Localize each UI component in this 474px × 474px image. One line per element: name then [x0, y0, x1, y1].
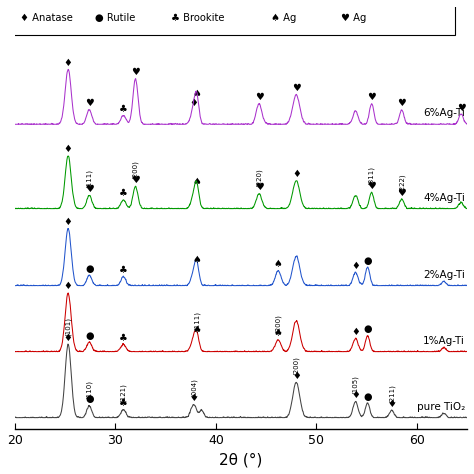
Text: ♣: ♣ — [119, 104, 128, 114]
Text: ♥: ♥ — [85, 184, 93, 194]
Text: (121): (121) — [120, 383, 127, 402]
Text: ♦: ♦ — [292, 371, 301, 381]
Text: ♣: ♣ — [119, 188, 128, 198]
Text: ♥: ♥ — [255, 182, 264, 192]
Text: ♦: ♦ — [351, 327, 360, 337]
Text: ♠: ♠ — [192, 326, 201, 336]
Text: ♦: ♦ — [64, 217, 73, 227]
Text: ♠: ♠ — [192, 177, 201, 187]
Text: ♦: ♦ — [64, 58, 73, 68]
Text: ♥ Ag: ♥ Ag — [341, 13, 367, 23]
Text: pure TiO₂: pure TiO₂ — [417, 402, 465, 412]
Text: (105): (105) — [352, 375, 359, 394]
Text: (004): (004) — [191, 378, 197, 397]
Text: ♦: ♦ — [64, 282, 73, 292]
Text: ♣: ♣ — [119, 398, 128, 408]
Text: ♥: ♥ — [397, 188, 406, 198]
Bar — [13, 0, 455, 35]
Text: ●: ● — [85, 331, 93, 341]
Text: ♥: ♥ — [292, 83, 301, 93]
Text: ♦: ♦ — [351, 261, 360, 271]
Text: ♥: ♥ — [131, 67, 140, 77]
Text: ♦: ♦ — [190, 98, 198, 108]
Text: ♥: ♥ — [131, 175, 140, 185]
Text: ♦: ♦ — [64, 333, 73, 343]
Text: ♥: ♥ — [367, 181, 376, 191]
Text: ♦: ♦ — [351, 390, 360, 400]
Text: ♠: ♠ — [192, 255, 201, 265]
Text: (200): (200) — [293, 356, 300, 375]
Text: ♥: ♥ — [367, 92, 376, 102]
Text: ♥: ♥ — [397, 98, 406, 108]
Text: ♦: ♦ — [64, 145, 73, 155]
Text: (220): (220) — [256, 168, 262, 187]
Text: (110): (110) — [86, 380, 92, 399]
Text: ♣ Brookite: ♣ Brookite — [171, 13, 224, 23]
Text: (222): (222) — [399, 173, 405, 192]
Text: (111): (111) — [86, 169, 92, 188]
Text: (311): (311) — [368, 166, 375, 185]
Text: ●: ● — [85, 394, 93, 404]
X-axis label: 2θ (°): 2θ (°) — [219, 452, 263, 467]
Text: ♦ Anatase: ♦ Anatase — [20, 13, 73, 23]
Text: ♠ Ag: ♠ Ag — [271, 13, 297, 23]
Text: ♥: ♥ — [85, 98, 93, 108]
Text: ♥ Ag: ♥ Ag — [341, 13, 367, 23]
Text: ♠: ♠ — [192, 90, 201, 100]
Text: ♠: ♠ — [274, 328, 283, 338]
Text: ♥: ♥ — [255, 92, 264, 102]
Text: (101): (101) — [65, 317, 72, 336]
Text: ●: ● — [364, 324, 372, 334]
Text: ●: ● — [364, 392, 372, 401]
Text: ♣ Brookite: ♣ Brookite — [171, 13, 224, 23]
Text: ♦: ♦ — [292, 169, 301, 179]
Text: ♦ Anatase: ♦ Anatase — [20, 13, 73, 23]
Text: ♣: ♣ — [119, 333, 128, 343]
Text: 2%Ag-Ti: 2%Ag-Ti — [423, 270, 465, 280]
Text: ●: ● — [85, 264, 93, 274]
Text: 6%Ag-Ti: 6%Ag-Ti — [423, 109, 465, 118]
Text: 1%Ag-Ti: 1%Ag-Ti — [423, 336, 465, 346]
Text: (211): (211) — [389, 384, 395, 403]
Text: ●: ● — [364, 256, 372, 266]
Text: (200): (200) — [275, 314, 282, 333]
Text: (111): (111) — [193, 310, 200, 329]
Text: ● Rutile: ● Rutile — [95, 13, 136, 23]
Text: ♠ Ag: ♠ Ag — [271, 13, 297, 23]
Text: 4%Ag-Ti: 4%Ag-Ti — [423, 193, 465, 203]
Text: ♦: ♦ — [387, 399, 396, 409]
Text: ● Rutile: ● Rutile — [95, 13, 136, 23]
Text: ♠: ♠ — [274, 259, 283, 270]
Text: ♥: ♥ — [456, 102, 465, 112]
Text: ♦: ♦ — [190, 393, 198, 403]
Text: (200): (200) — [132, 160, 139, 179]
Text: ♣: ♣ — [119, 265, 128, 275]
